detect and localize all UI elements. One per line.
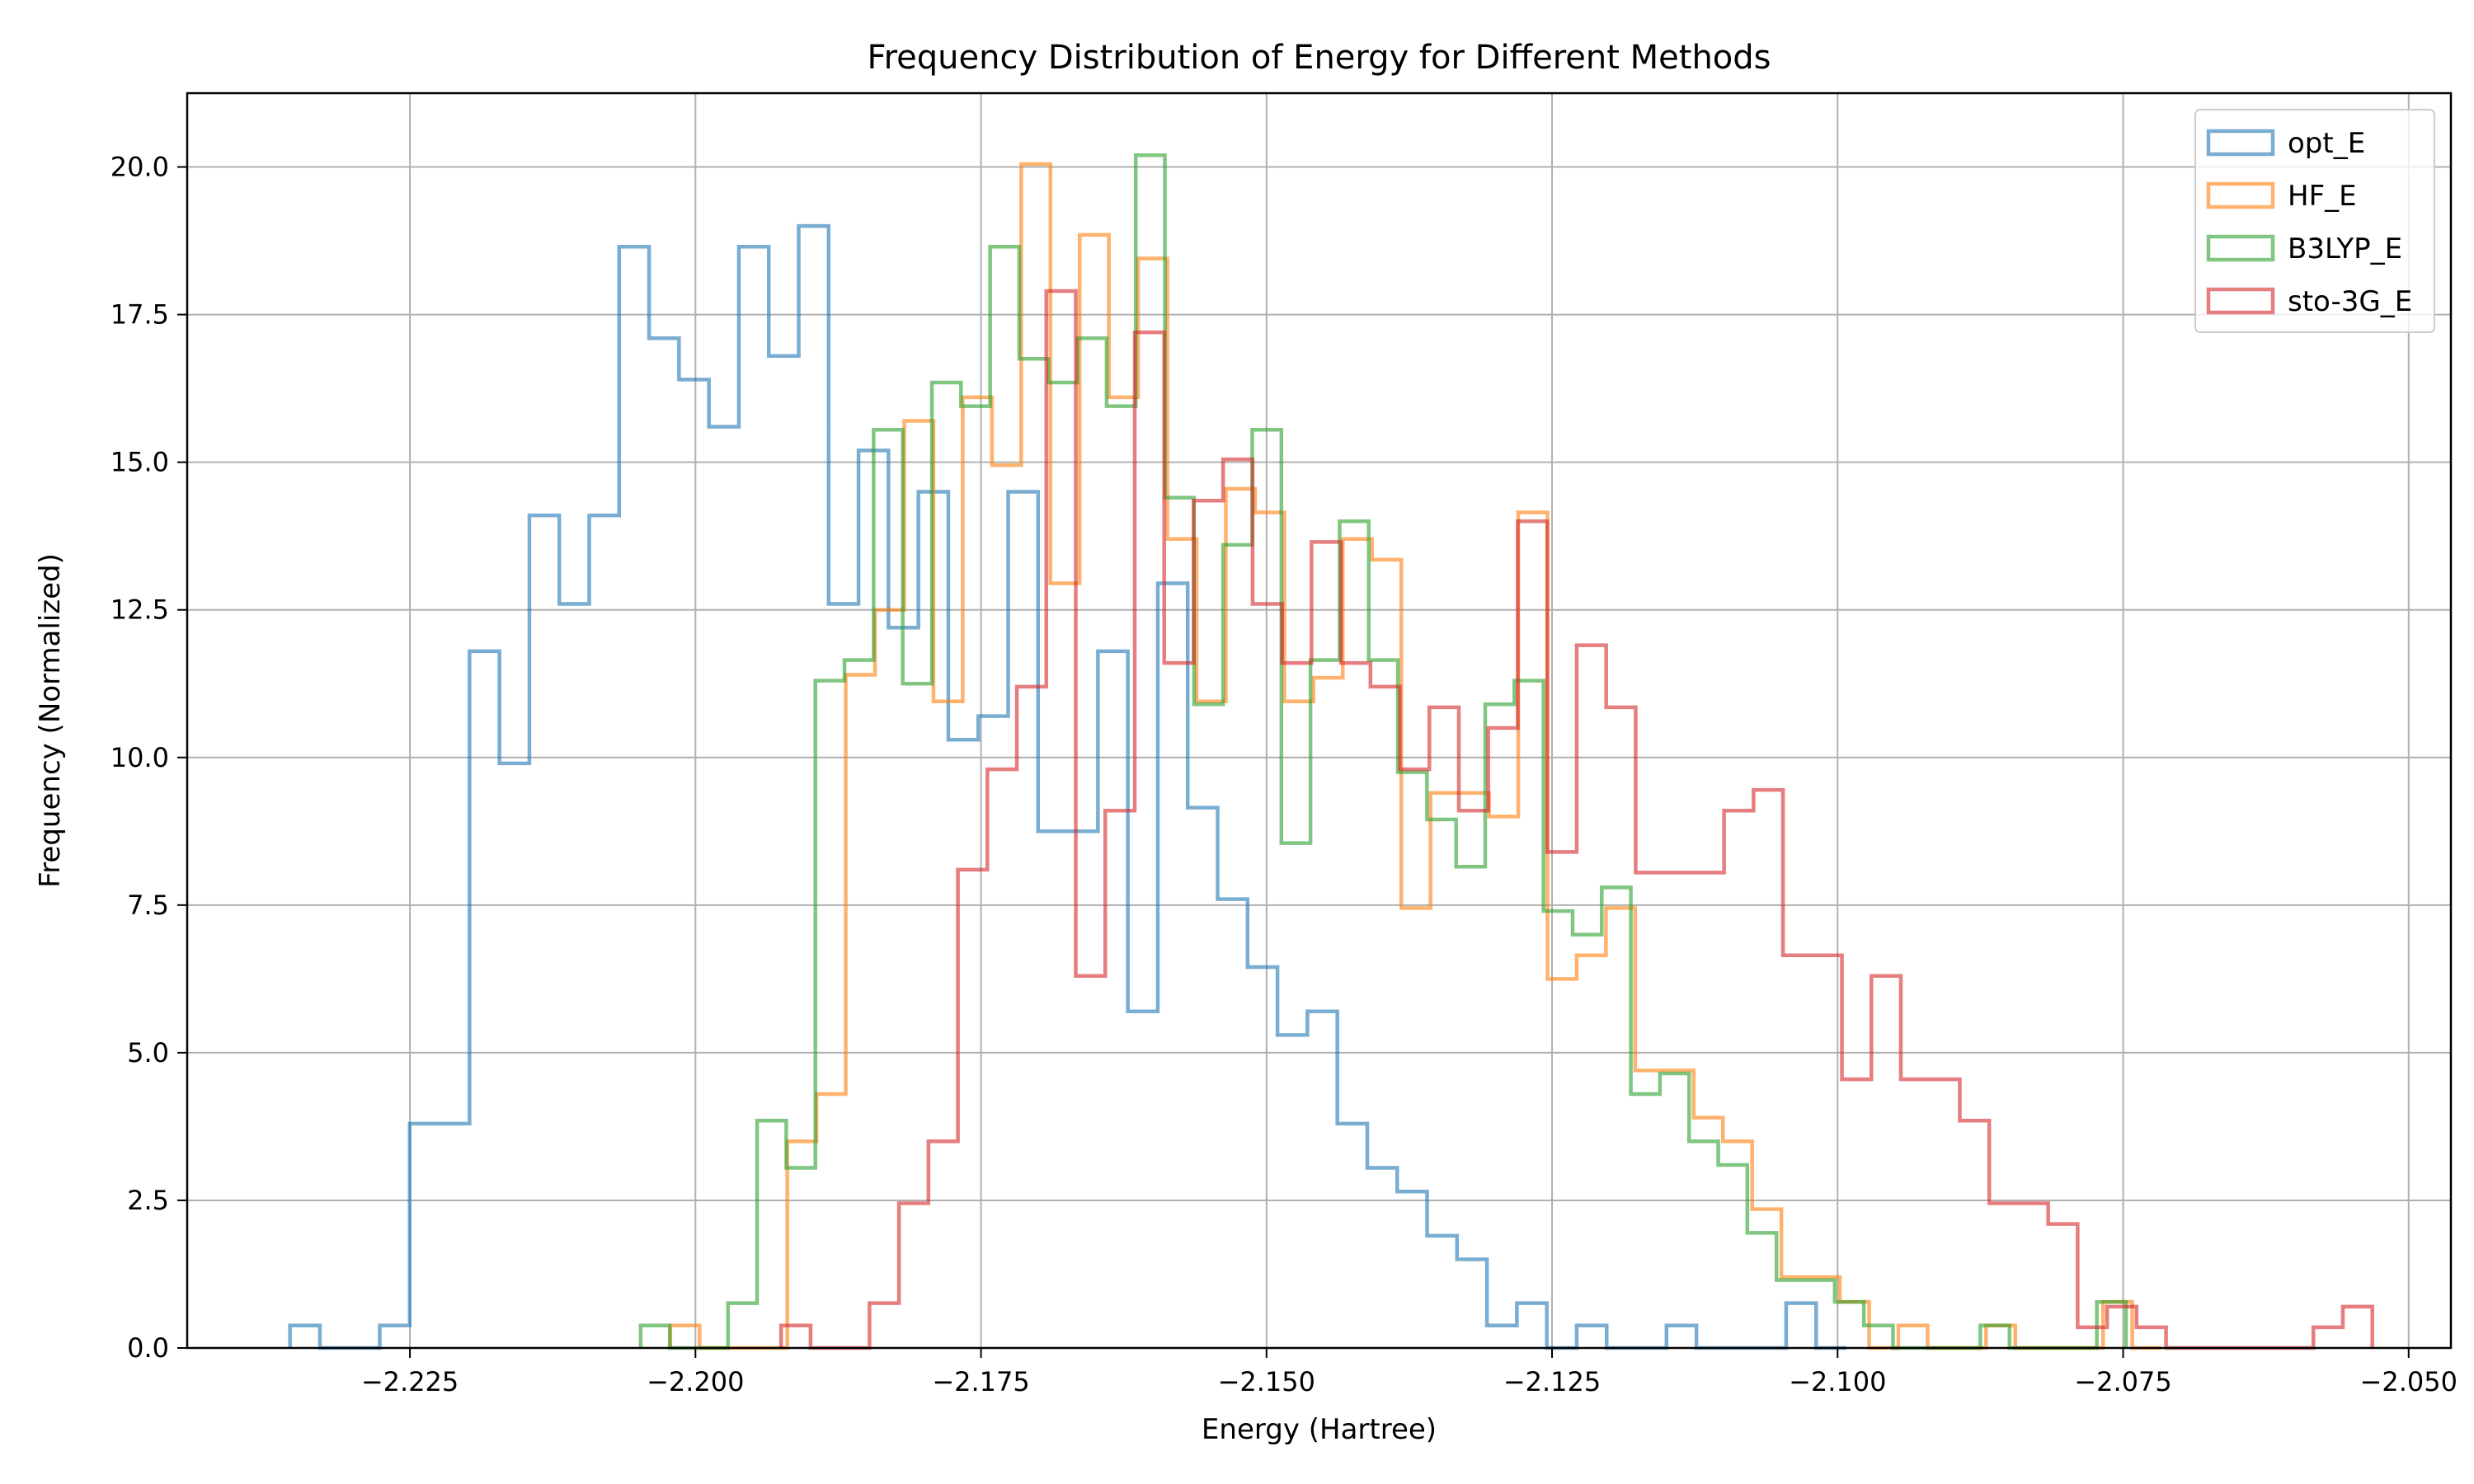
y-tick-label: 0.0 <box>127 1332 169 1364</box>
y-tick-label: 12.5 <box>111 594 169 626</box>
y-tick-label: 5.0 <box>127 1037 169 1068</box>
legend-label: sto-3G_E <box>2288 285 2412 318</box>
legend-swatch <box>2206 234 2275 262</box>
grid <box>187 93 2451 1349</box>
y-axis-label: Frequency (Normalized) <box>34 553 67 888</box>
x-axis-label: Energy (Hartree) <box>1202 1413 1437 1446</box>
y-tick-label: 17.5 <box>111 299 169 331</box>
y-tick-label: 15.0 <box>111 447 169 478</box>
y-tick-label: 7.5 <box>127 890 169 921</box>
series-b3lyp-e <box>638 153 2128 1350</box>
x-tick-label: −2.050 <box>2360 1366 2458 1397</box>
legend-swatch <box>2206 181 2275 209</box>
legend: opt_E HF_E B3LYP_E sto-3G_E <box>2194 109 2435 333</box>
legend-box <box>2194 109 2435 333</box>
y-tick-label: 10.0 <box>111 742 169 773</box>
x-tick-label: −2.175 <box>932 1366 1029 1397</box>
series-opt-e <box>288 223 1846 1350</box>
x-tick-label: −2.075 <box>2074 1366 2171 1397</box>
y-tick-label: 20.0 <box>111 152 169 183</box>
histogram-step-line <box>638 153 2128 1350</box>
histogram-step-line <box>778 289 2374 1350</box>
y-tick-label: 2.5 <box>127 1185 169 1216</box>
x-tick-label: −2.200 <box>647 1366 744 1397</box>
legend-label: HF_E <box>2288 180 2357 213</box>
x-tick-label: −2.225 <box>361 1366 459 1397</box>
axis-ticks: −2.225 −2.200 −2.175 −2.150 −2.125 −2.100 −2.0… <box>111 152 2458 1397</box>
series-sto-3g-e <box>778 289 2374 1350</box>
chart-title: Frequency Distribution of Energy for Dif… <box>867 39 1771 77</box>
plot-frame <box>186 92 2453 1350</box>
histogram-step-line <box>288 223 1846 1350</box>
legend-label: opt_E <box>2288 127 2365 160</box>
x-tick-label: −2.150 <box>1218 1366 1315 1397</box>
x-tick-label: −2.100 <box>1789 1366 1886 1397</box>
legend-swatch <box>2206 129 2275 157</box>
legend-swatch <box>2206 287 2275 315</box>
legend-label: B3LYP_E <box>2288 232 2402 265</box>
x-tick-label: −2.125 <box>1503 1366 1601 1397</box>
